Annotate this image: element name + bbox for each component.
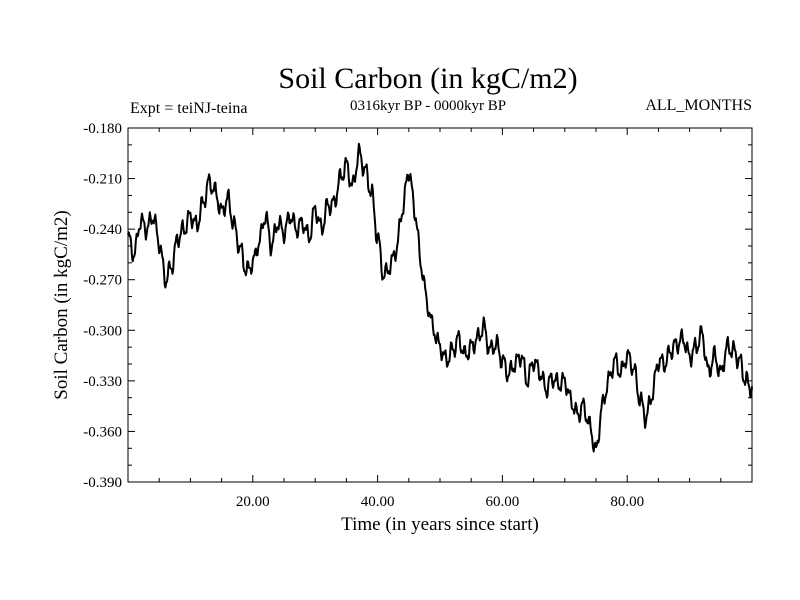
period-label: ALL_MONTHS	[645, 97, 752, 114]
y-tick-label: -0.360	[83, 424, 122, 440]
series-line	[127, 142, 753, 453]
x-tick-label: 40.00	[361, 494, 395, 510]
y-tick-label: -0.210	[83, 172, 122, 188]
y-tick-label: -0.180	[83, 121, 122, 137]
y-axis-label: Soil Carbon (in kgC/m2)	[51, 210, 72, 399]
chart-title: Soil Carbon (in kgC/m2)	[278, 62, 577, 95]
y-tick-label: -0.330	[83, 374, 122, 390]
chart-subtitle: 0316kyr BP - 0000kyr BP	[350, 98, 506, 114]
y-tick-label: -0.300	[83, 323, 122, 339]
plot-frame	[127, 127, 753, 483]
y-tick-label: -0.240	[83, 222, 122, 238]
x-tick-label: 20.00	[236, 494, 270, 510]
x-axis-label: Time (in years since start)	[341, 514, 539, 535]
experiment-label: Expt = teiNJ-teina	[130, 100, 247, 117]
y-tick-label: -0.390	[83, 475, 122, 491]
x-tick-label: 60.00	[486, 494, 520, 510]
x-tick-label: 80.00	[610, 494, 644, 510]
y-tick-label: -0.270	[83, 273, 122, 289]
